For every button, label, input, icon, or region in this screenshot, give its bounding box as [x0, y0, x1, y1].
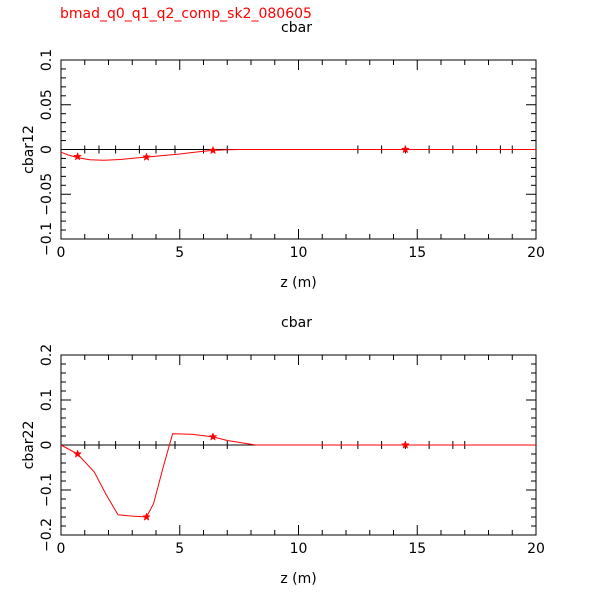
plot1-title: cbar: [281, 20, 312, 36]
plot2-x-tick-label: 5: [175, 541, 184, 557]
plot2-star-marker: [208, 432, 218, 441]
plot1-x-tick-label: 15: [408, 245, 426, 261]
plot1-y-tick-label: 0: [39, 145, 55, 154]
plot1-y-axis-label: cbar12: [21, 125, 37, 174]
plot2-star-marker: [400, 440, 410, 449]
plot2-x-tick-label: 10: [290, 541, 308, 557]
plot1-y-tick-label: 0.05: [39, 89, 55, 120]
plot1-x-axis-label: z (m): [280, 275, 316, 291]
plot1-x-tick-label: 10: [290, 245, 308, 261]
plot1-star-marker: [73, 151, 83, 161]
plot1-star-marker: [142, 152, 151, 161]
page-title-text: bmad_q0_q1_q2_comp_sk2_080605: [60, 6, 312, 22]
plot2-y-tick-label: 0.2: [39, 344, 55, 366]
plot1-series-line: [60, 149, 536, 161]
plot1-star-marker: [400, 144, 410, 154]
plot1-x-tick-label: 5: [175, 245, 184, 261]
plot2-x-axis-label: z (m): [280, 571, 316, 587]
plot2-y-tick-label: 0: [39, 441, 55, 450]
plot2-x-tick-label: 20: [527, 541, 545, 557]
plot2-star-marker: [73, 449, 83, 458]
plot1-x-tick-label: 0: [57, 245, 66, 261]
plot1-y-tick-label: 0.1: [39, 49, 55, 71]
plot2-title: cbar: [281, 315, 312, 331]
plot1-star-marker: [208, 145, 218, 155]
plot2-y-tick-label: −0.1: [39, 473, 55, 507]
plot1-x-tick-label: 20: [527, 245, 545, 261]
plot2-series-line: [60, 433, 536, 518]
plot2-y-tick-label: −0.2: [39, 518, 55, 552]
plot2-x-tick-label: 15: [408, 541, 426, 557]
plot2-x-tick-label: 0: [57, 541, 66, 557]
plot2-y-tick-label: 0.1: [39, 389, 55, 411]
plot1-y-tick-label: −0.1: [39, 222, 55, 256]
plot1-y-tick-label: −0.05: [39, 173, 55, 216]
plot2-star-marker: [142, 512, 151, 521]
plot2-y-axis-label: cbar22: [21, 421, 37, 470]
